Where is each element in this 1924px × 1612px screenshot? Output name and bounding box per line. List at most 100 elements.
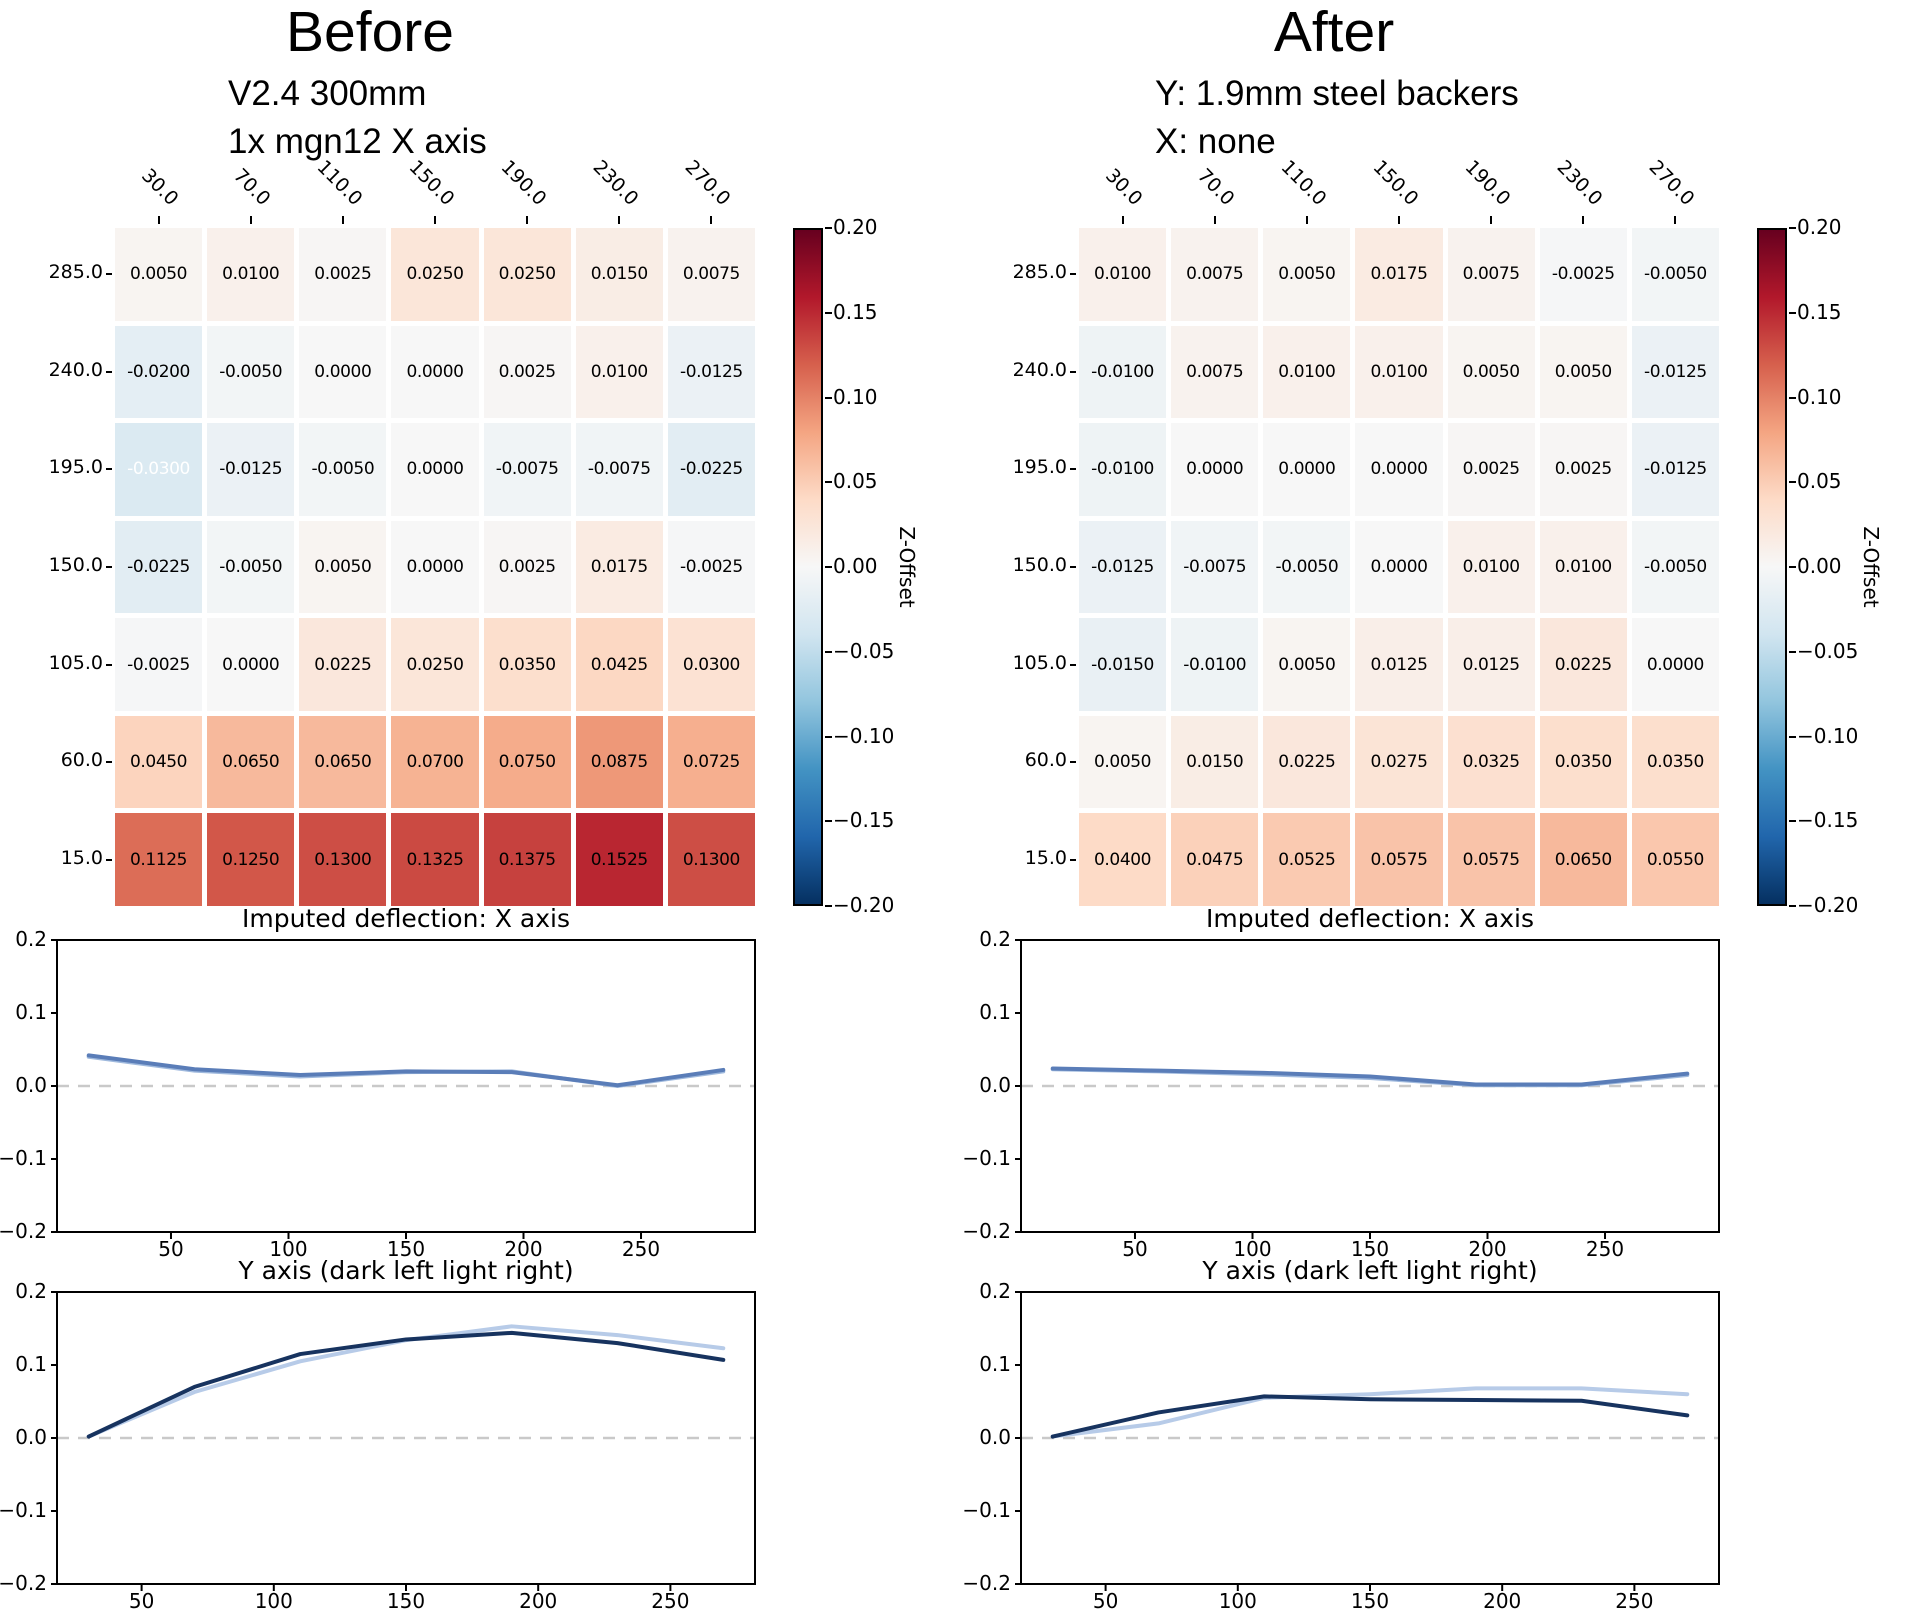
y-tick-label: −0.2 — [0, 1219, 47, 1243]
heatmap-cell: 0.1525 — [575, 813, 663, 906]
x-tick-label: 150 — [1350, 1589, 1390, 1612]
heatmap-cell: 0.0050 — [1447, 325, 1535, 419]
heatmap-cell: 0.0700 — [391, 715, 479, 809]
x-tick-label: 50 — [158, 1237, 184, 1261]
x-tick-label: 200 — [519, 1589, 558, 1612]
heatmap-cell: -0.0300 — [115, 423, 203, 516]
heatmap-cell: 0.0350 — [1631, 715, 1719, 809]
heatmap-row-label: 285.0 — [1012, 261, 1067, 284]
heatmap-before: 0.0050 0.0100 0.0025 0.0250 0.0250 0.0150 0.00… — [49, 156, 755, 906]
heatmap-cell: 0.0875 — [575, 715, 663, 809]
heatmap-cell: 0.0150 — [575, 228, 663, 321]
y-tick-label: 0.1 — [979, 1000, 1011, 1024]
x-tick-label: 150 — [386, 1589, 426, 1612]
colorbar-tick — [1789, 311, 1796, 314]
heatmap-cell: 0.0050 — [1263, 228, 1351, 321]
series-line-dark — [86, 1330, 726, 1439]
heatmap-cell: 0.0000 — [391, 325, 479, 419]
subtitle-line: V2.4 300mm — [228, 74, 427, 113]
colorbar-tick — [1789, 650, 1796, 653]
y-tick-label: 0.1 — [979, 1352, 1011, 1376]
y-tick-label: 0.2 — [979, 1279, 1011, 1303]
colorbar-tick-label: 0.05 — [833, 469, 878, 494]
heatmap-cell: 0.0250 — [391, 228, 479, 321]
heatmap-cell: -0.0125 — [667, 325, 755, 419]
heatmap-cell: 0.0425 — [575, 618, 663, 711]
heatmap-col-tick — [1674, 216, 1677, 224]
y-tick-label: 0.0 — [15, 1073, 47, 1097]
heatmap-row-label: 60.0 — [1024, 749, 1067, 772]
colorbar-tick-label: −0.05 — [1797, 638, 1859, 663]
heatmap-cell: 0.0025 — [483, 325, 571, 419]
heatmap-col-tick — [1305, 216, 1308, 224]
heatmap-cell: 0.0000 — [1631, 618, 1719, 711]
heatmap-col-tick — [1121, 216, 1124, 224]
heatmap-after: 0.0100 0.0075 0.0050 0.0175 0.0075 -0.0025 -0.… — [1013, 156, 1719, 906]
heatmap-row-label: 195.0 — [1012, 456, 1067, 479]
colorbar-tick — [825, 566, 832, 568]
y-tick-label: 0.1 — [15, 1352, 47, 1376]
heatmap-col-tick — [1582, 216, 1585, 224]
colorbar-tick — [1789, 396, 1796, 399]
colorbar-tick-label: −0.10 — [833, 723, 895, 748]
heatmap-row-tick — [1070, 566, 1076, 568]
heatmap-cell: 0.0575 — [1355, 813, 1443, 906]
heatmap-col-label: 270.0 — [1644, 155, 1699, 210]
heatmap-cell: -0.0050 — [1631, 520, 1719, 614]
heatmap-cell: 0.1125 — [115, 813, 203, 906]
colorbar-after: Z-Offset 0.20 0.15 0.10 0.05 0.00 −0.05 −0.10 −… — [1757, 215, 1883, 917]
colorbar-tick — [825, 481, 832, 484]
heatmap-cell: 0.0525 — [1263, 813, 1351, 906]
heatmap-col-tick — [249, 216, 252, 224]
y-tick-label: −0.2 — [962, 1219, 1011, 1243]
y-tick-label: −0.1 — [962, 1498, 1011, 1522]
heatmap-cell: 0.0000 — [1263, 423, 1351, 516]
heatmap-cell: 0.0650 — [1539, 813, 1627, 906]
heatmap-cell: 0.0000 — [299, 325, 387, 419]
subtitle-line: X: none — [1155, 122, 1276, 161]
subtitle-line: Y: 1.9mm steel backers — [1155, 74, 1519, 113]
heatmap-cell: -0.0050 — [207, 325, 295, 419]
heatmap-row-label: 60.0 — [60, 749, 103, 772]
x-tick-label: 250 — [621, 1237, 661, 1261]
y-tick-label: 0.2 — [15, 1279, 47, 1303]
colorbar-tick — [825, 820, 832, 823]
heatmap-cell: 0.0250 — [483, 228, 571, 321]
heatmap-row-tick — [106, 663, 112, 666]
heatmap-row-label: 105.0 — [48, 651, 103, 674]
heatmap-cell: 0.0050 — [1079, 715, 1167, 809]
heatmap-cell: -0.0225 — [115, 520, 203, 614]
y-tick-label: 0.0 — [15, 1425, 47, 1449]
heatmap-row-label: 150.0 — [1012, 554, 1067, 576]
colorbar-tick — [1789, 481, 1796, 484]
series-line-light — [1050, 1386, 1690, 1439]
heatmap-cell: 0.0125 — [1355, 618, 1443, 711]
heatmap-col-tick — [1398, 216, 1400, 224]
heatmap-cell: -0.0050 — [299, 423, 387, 516]
x-tick-label: 100 — [1233, 1237, 1272, 1261]
heatmap-col-label: 270.0 — [680, 155, 735, 210]
colorbar-tick-label: −0.15 — [1797, 808, 1859, 833]
y-tick-label: 0.2 — [979, 927, 1011, 951]
heatmap-row-tick — [106, 370, 112, 373]
colorbar-tick — [825, 311, 832, 314]
colorbar-tick-label: −0.20 — [833, 893, 895, 917]
heatmap-cell: -0.0100 — [1079, 423, 1167, 516]
heatmap-cell: 0.1375 — [483, 813, 571, 906]
colorbar-tick-label: −0.10 — [1797, 723, 1859, 748]
x-tick-label: 100 — [254, 1589, 293, 1612]
heatmap-cell: 0.0000 — [1171, 423, 1259, 516]
heatmap-row-tick — [1070, 273, 1076, 276]
x-tick-label: 150 — [1350, 1237, 1390, 1261]
heatmap-cell: 0.0100 — [575, 325, 663, 419]
colorbar-tick-label: 0.00 — [833, 554, 878, 578]
series-line-dark — [86, 1053, 726, 1088]
series-line-dark — [1050, 1066, 1690, 1087]
chart-title: Y axis (dark left light right) — [1202, 1256, 1538, 1285]
heatmap-col-label: 70.0 — [228, 164, 275, 210]
x-tick-label: 250 — [1615, 1589, 1654, 1612]
heatmap-cell: 0.0175 — [575, 520, 663, 614]
heatmap-cell: 0.0025 — [299, 228, 387, 321]
heatmap-col-tick — [1213, 216, 1216, 224]
heatmap-col-tick — [341, 216, 344, 224]
